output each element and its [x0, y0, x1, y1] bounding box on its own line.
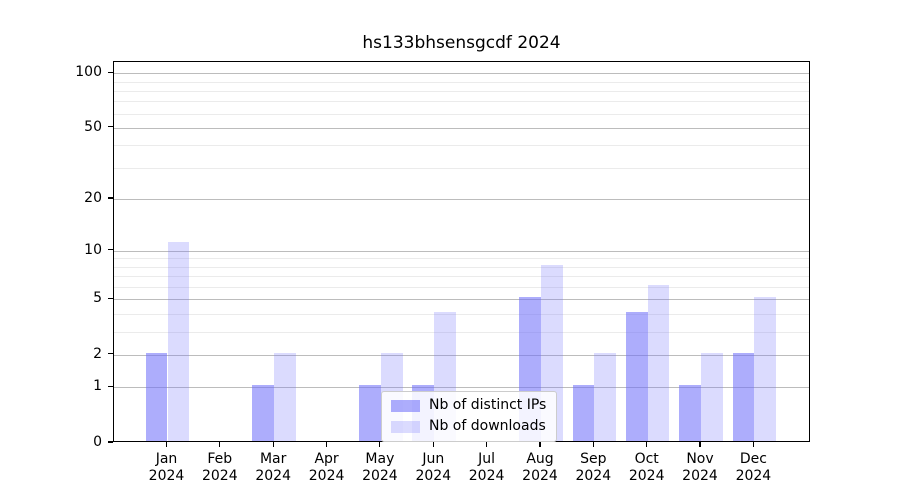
x-tick-label: Aug 2024 — [522, 451, 558, 484]
y-major-gridline — [114, 199, 809, 200]
x-tick-label: Jul 2024 — [468, 451, 505, 484]
bar-distinct-ips-may — [359, 385, 381, 441]
bar-distinct-ips-jan — [145, 352, 168, 441]
y-minor-gridline — [114, 81, 809, 83]
y-tick-label: 2 — [93, 345, 102, 362]
x-tick-label: Sep 2024 — [575, 451, 612, 484]
legend-label-distinct-ips: Nb of distinct IPs — [429, 397, 547, 413]
y-major-gridline — [114, 73, 809, 75]
legend: Nb of distinct IPs Nb of downloads — [381, 391, 558, 442]
x-tick-label: Jun 2024 — [415, 451, 452, 484]
x-tick-mark — [325, 442, 328, 447]
y-minor-gridline — [114, 258, 809, 260]
x-tick-mark — [699, 442, 701, 447]
bar-downloads-mar — [274, 352, 296, 441]
legend-item-downloads: Nb of downloads — [391, 418, 546, 435]
y-tick-mark — [108, 353, 113, 355]
y-major-gridline — [114, 250, 809, 252]
legend-item-distinct-ips: Nb of distinct IPs — [391, 397, 546, 414]
y-minor-gridline — [114, 331, 809, 333]
y-tick-mark — [108, 441, 113, 443]
x-tick-mark — [752, 442, 754, 447]
bar-downloads-sep — [594, 352, 617, 441]
y-tick-mark — [108, 249, 113, 251]
bars-layer — [114, 62, 809, 441]
x-tick-label: Nov 2024 — [682, 451, 718, 484]
y-minor-gridline — [114, 287, 809, 288]
chart-title: hs133bhsensgcdf 2024 — [362, 33, 561, 53]
y-tick-mark — [108, 71, 113, 73]
y-tick-mark — [108, 126, 113, 128]
y-minor-gridline — [114, 167, 809, 169]
bar-distinct-ips-sep — [572, 385, 595, 441]
x-tick-label: May 2024 — [362, 451, 398, 484]
y-tick-mark — [108, 197, 113, 199]
x-tick-mark — [646, 442, 648, 447]
bar-distinct-ips-oct — [625, 312, 648, 441]
x-tick-label: Oct 2024 — [628, 451, 665, 484]
y-tick-label: 5 — [93, 290, 102, 307]
bar-distinct-ips-dec — [732, 352, 755, 441]
x-tick-label: Mar 2024 — [255, 451, 291, 484]
y-major-gridline — [114, 354, 809, 356]
y-minor-gridline — [114, 266, 809, 268]
x-tick-label: Dec 2024 — [735, 451, 772, 484]
x-tick-mark — [219, 442, 221, 447]
x-tick-mark — [165, 442, 168, 447]
y-tick-label: 1 — [93, 378, 102, 395]
y-tick-mark — [108, 385, 113, 387]
bar-downloads-dec — [754, 297, 777, 441]
y-major-gridline — [114, 387, 809, 389]
legend-swatch-downloads — [391, 420, 420, 433]
y-major-gridline — [114, 299, 809, 301]
x-tick-label: Jan 2024 — [148, 451, 185, 484]
y-tick-mark — [108, 297, 113, 299]
x-tick-label: Feb 2024 — [201, 451, 238, 484]
x-tick-mark — [272, 442, 274, 447]
y-minor-gridline — [114, 113, 809, 115]
y-minor-gridline — [114, 276, 809, 278]
grid-layer — [114, 62, 809, 441]
x-tick-label: Apr 2024 — [308, 451, 345, 484]
y-tick-label: 100 — [75, 64, 102, 81]
x-tick-mark — [432, 442, 434, 447]
y-tick-label: 0 — [93, 434, 102, 450]
bar-distinct-ips-mar — [252, 385, 275, 441]
legend-swatch-distinct-ips — [391, 399, 420, 412]
y-tick-label: 10 — [84, 241, 102, 258]
bar-downloads-oct — [647, 285, 670, 441]
plot-area: Nb of distinct IPs Nb of downloads — [113, 61, 810, 442]
x-tick-mark — [539, 442, 541, 447]
y-tick-label: 20 — [84, 190, 102, 206]
y-minor-gridline — [114, 90, 809, 92]
bar-distinct-ips-nov — [679, 385, 701, 441]
legend-label-downloads: Nb of downloads — [429, 418, 546, 434]
bar-downloads-jan — [167, 241, 190, 441]
x-tick-mark — [379, 442, 381, 447]
y-minor-gridline — [114, 314, 809, 315]
x-tick-mark — [592, 442, 594, 447]
y-minor-gridline — [114, 145, 809, 147]
y-minor-gridline — [114, 101, 809, 103]
y-major-gridline — [114, 127, 809, 129]
y-tick-label: 50 — [84, 118, 102, 135]
bar-downloads-nov — [701, 352, 723, 441]
x-tick-mark — [486, 442, 488, 447]
